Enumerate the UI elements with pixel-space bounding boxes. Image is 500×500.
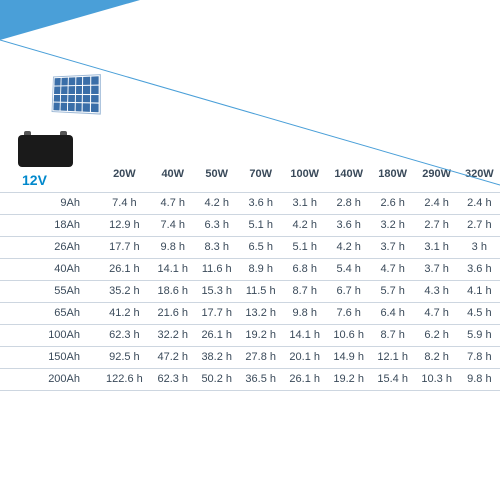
table-cell: 5.4 h [327, 258, 371, 280]
table-cell: 9.8 h [283, 302, 327, 324]
table-cell: 3.6 h [459, 258, 500, 280]
table-cell: 19.2 h [327, 368, 371, 390]
table-cell: 6.2 h [415, 324, 459, 346]
table-cell: 5.1 h [283, 236, 327, 258]
table-cell: 47.2 h [151, 346, 195, 368]
table-cell: 17.7 h [195, 302, 239, 324]
table-cell: 4.2 h [283, 214, 327, 236]
row-header: 18Ah [0, 214, 98, 236]
table-cell: 5.1 h [239, 214, 283, 236]
table-cell: 4.5 h [459, 302, 500, 324]
table-cell: 10.6 h [327, 324, 371, 346]
table-cell: 4.7 h [371, 258, 415, 280]
table-cell: 7.8 h [459, 346, 500, 368]
table-cell: 3.7 h [415, 258, 459, 280]
table-cell: 3.6 h [327, 214, 371, 236]
table-cell: 4.7 h [415, 302, 459, 324]
table-cell: 3 h [459, 236, 500, 258]
table-cell: 14.1 h [283, 324, 327, 346]
row-header: 100Ah [0, 324, 98, 346]
table-cell: 41.2 h [98, 302, 151, 324]
table-cell: 92.5 h [98, 346, 151, 368]
table-cell: 4.3 h [415, 280, 459, 302]
table-cell: 14.9 h [327, 346, 371, 368]
table-cell: 7.6 h [327, 302, 371, 324]
table-cell: 3.7 h [371, 236, 415, 258]
row-header: 200Ah [0, 368, 98, 390]
table-cell: 12.9 h [98, 214, 151, 236]
row-header: 40Ah [0, 258, 98, 280]
table-cell: 17.7 h [98, 236, 151, 258]
table-cell: 7.4 h [151, 214, 195, 236]
table-cell: 9.8 h [151, 236, 195, 258]
table-cell: 36.5 h [239, 368, 283, 390]
table-cell: 62.3 h [98, 324, 151, 346]
table-cell: 35.2 h [98, 280, 151, 302]
table-cell: 8.9 h [239, 258, 283, 280]
table-cell: 122.6 h [98, 368, 151, 390]
battery-icon [18, 135, 73, 167]
table-cell: 18.6 h [151, 280, 195, 302]
table-cell: 8.2 h [415, 346, 459, 368]
table-cell: 6.7 h [327, 280, 371, 302]
table-cell: 6.4 h [371, 302, 415, 324]
table-cell: 9.8 h [459, 368, 500, 390]
table-row: 150Ah92.5 h47.2 h38.2 h27.8 h20.1 h14.9 … [0, 346, 500, 368]
table-cell: 8.3 h [195, 236, 239, 258]
table-cell: 8.7 h [371, 324, 415, 346]
table-cell: 26.1 h [98, 258, 151, 280]
table-cell: 2.7 h [415, 214, 459, 236]
table-cell: 15.4 h [371, 368, 415, 390]
table-cell: 10.3 h [415, 368, 459, 390]
table-cell: 38.2 h [195, 346, 239, 368]
table-cell: 19.2 h [239, 324, 283, 346]
table-row: 100Ah62.3 h32.2 h26.1 h19.2 h14.1 h10.6 … [0, 324, 500, 346]
table-cell: 21.6 h [151, 302, 195, 324]
table-cell: 6.3 h [195, 214, 239, 236]
table-cell: 11.6 h [195, 258, 239, 280]
table-cell: 6.8 h [283, 258, 327, 280]
table-cell: 20.1 h [283, 346, 327, 368]
table-cell: 14.1 h [151, 258, 195, 280]
table-cell: 11.5 h [239, 280, 283, 302]
table-cell: 5.7 h [371, 280, 415, 302]
table-row: 40Ah26.1 h14.1 h11.6 h8.9 h6.8 h5.4 h4.7… [0, 258, 500, 280]
table-cell: 26.1 h [283, 368, 327, 390]
row-header: 26Ah [0, 236, 98, 258]
table-cell: 6.5 h [239, 236, 283, 258]
table-cell: 13.2 h [239, 302, 283, 324]
header-diagonal-line [0, 0, 500, 70]
table-cell: 12.1 h [371, 346, 415, 368]
table-cell: 4.2 h [327, 236, 371, 258]
table-cell: 32.2 h [151, 324, 195, 346]
table-cell: 2.7 h [459, 214, 500, 236]
table-row: 200Ah122.6 h62.3 h50.2 h36.5 h26.1 h19.2… [0, 368, 500, 390]
table-cell: 3.1 h [415, 236, 459, 258]
row-header: 150Ah [0, 346, 98, 368]
table-cell: 15.3 h [195, 280, 239, 302]
row-header: 55Ah [0, 280, 98, 302]
table-cell: 3.2 h [371, 214, 415, 236]
table-row: 55Ah35.2 h18.6 h15.3 h11.5 h8.7 h6.7 h5.… [0, 280, 500, 302]
table-row: 65Ah41.2 h21.6 h17.7 h13.2 h9.8 h7.6 h6.… [0, 302, 500, 324]
table-cell: 62.3 h [151, 368, 195, 390]
voltage-label: 12V [22, 172, 47, 188]
table-cell: 5.9 h [459, 324, 500, 346]
solar-panel-icon [52, 74, 101, 114]
row-header: 65Ah [0, 302, 98, 324]
table-row: 26Ah17.7 h9.8 h8.3 h6.5 h5.1 h4.2 h3.7 h… [0, 236, 500, 258]
table-cell: 50.2 h [195, 368, 239, 390]
table-cell: 4.1 h [459, 280, 500, 302]
table-cell: 8.7 h [283, 280, 327, 302]
table-row: 18Ah12.9 h7.4 h6.3 h5.1 h4.2 h3.6 h3.2 h… [0, 214, 500, 236]
table-cell: 27.8 h [239, 346, 283, 368]
table-cell: 26.1 h [195, 324, 239, 346]
